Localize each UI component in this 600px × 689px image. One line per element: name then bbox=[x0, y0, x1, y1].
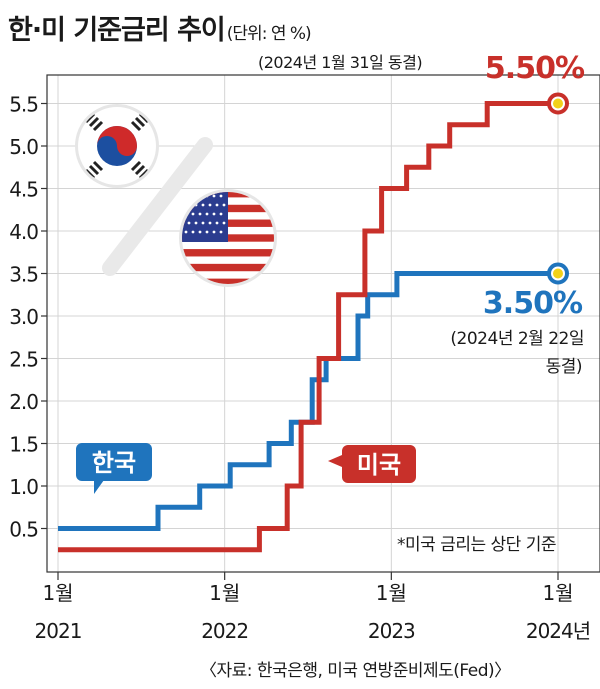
korea-flag-icon bbox=[75, 104, 159, 188]
us-flag-star bbox=[215, 221, 219, 225]
x-tick-year: 2021 bbox=[35, 619, 82, 643]
us-flag-star bbox=[208, 203, 212, 207]
us-flag-star bbox=[191, 212, 195, 216]
x-tick-month: 1월 bbox=[209, 581, 240, 605]
plot-frame bbox=[46, 74, 600, 573]
x-tick-year: 2022 bbox=[201, 619, 248, 643]
us-label: 미국 bbox=[357, 451, 401, 479]
korea-end-value: 3.50% bbox=[483, 286, 583, 321]
unit-label: (단위: 연 %) bbox=[226, 24, 312, 44]
korea-callout: 한국 bbox=[76, 443, 152, 494]
series-layer bbox=[58, 92, 569, 553]
y-tick-label: 4.0 bbox=[9, 220, 38, 244]
us-flag-star bbox=[219, 212, 223, 216]
y-tick-label: 3.5 bbox=[9, 263, 38, 287]
us-flag-star bbox=[201, 203, 205, 207]
us-freeze-note: (2024년 1월 31일 동결) bbox=[258, 53, 423, 72]
us-end-dot bbox=[553, 98, 563, 109]
y-tick-label: 1.0 bbox=[9, 475, 38, 499]
y-tick-label: 0.5 bbox=[9, 518, 38, 542]
us-flag-star bbox=[212, 230, 216, 234]
us-callout: 미국 bbox=[328, 445, 416, 483]
us-flag-star bbox=[187, 221, 191, 225]
us-flag-star bbox=[219, 230, 223, 234]
us-flag-star bbox=[198, 212, 202, 216]
y-tick-label: 5.5 bbox=[9, 93, 38, 117]
x-tick-month: 1월 bbox=[542, 581, 573, 605]
us-flag-star bbox=[215, 203, 219, 207]
us-flag-stripe bbox=[182, 278, 274, 284]
series-line-us bbox=[58, 101, 558, 553]
us-flag-stripe bbox=[182, 263, 274, 272]
us-flag-star bbox=[194, 221, 198, 225]
x-tick-year: 2023 bbox=[368, 619, 415, 643]
slash-decoration bbox=[102, 137, 213, 276]
y-tick-label: 1.5 bbox=[9, 433, 38, 457]
y-tick-label: 3.0 bbox=[9, 305, 38, 329]
chart-title: 한·미 기준금리 추이 bbox=[8, 15, 226, 46]
us-flag-star bbox=[205, 212, 209, 216]
korea-freeze-note-line1: (2024년 2월 22일 bbox=[450, 329, 584, 349]
us-flag-star bbox=[212, 194, 216, 198]
us-flag-star bbox=[212, 212, 216, 216]
y-tick-label: 4.5 bbox=[9, 178, 38, 202]
us-flag-star bbox=[184, 194, 188, 198]
footnote: *미국 금리는 상단 기준 bbox=[397, 535, 556, 555]
x-tick-month: 1월 bbox=[376, 581, 407, 605]
us-flag-star bbox=[198, 194, 202, 198]
us-flag-star bbox=[208, 221, 212, 225]
us-flag-star bbox=[198, 230, 202, 234]
us-flag-star bbox=[187, 203, 191, 207]
us-flag-star bbox=[222, 203, 226, 207]
us-flag-icon bbox=[179, 189, 277, 287]
korea-freeze-note-line2: 동결) bbox=[546, 357, 582, 377]
us-end-value: 5.50% bbox=[485, 51, 585, 86]
us-flag-star bbox=[205, 230, 209, 234]
y-tick-label: 2.5 bbox=[9, 348, 38, 372]
x-tick-year: 2024년 bbox=[526, 619, 590, 643]
us-flag-star bbox=[191, 230, 195, 234]
y-tick-label: 5.0 bbox=[9, 135, 38, 159]
us-flag-star bbox=[191, 194, 195, 198]
us-flag-star bbox=[184, 230, 188, 234]
us-flag-star bbox=[222, 221, 226, 225]
korea-end-dot bbox=[553, 268, 563, 279]
korea-label: 한국 bbox=[92, 449, 136, 477]
y-tick-label: 2.0 bbox=[9, 390, 38, 414]
axes: 0.5 1.0 1.5 2.0 2.5 3.0 3.5 4.0 4.5 5.0 5.5 1월 2021 1… bbox=[9, 93, 591, 644]
source-note: 〈자료: 한국은행, 미국 연방준비제도(Fed)〉 bbox=[200, 661, 511, 681]
title-row: 한·미 기준금리 추이 (단위: 연 %) bbox=[8, 8, 312, 47]
us-flag-star bbox=[201, 221, 205, 225]
us-flag-stripe bbox=[182, 249, 274, 257]
us-flag-star bbox=[219, 194, 223, 198]
x-tick-month: 1월 bbox=[42, 581, 73, 605]
